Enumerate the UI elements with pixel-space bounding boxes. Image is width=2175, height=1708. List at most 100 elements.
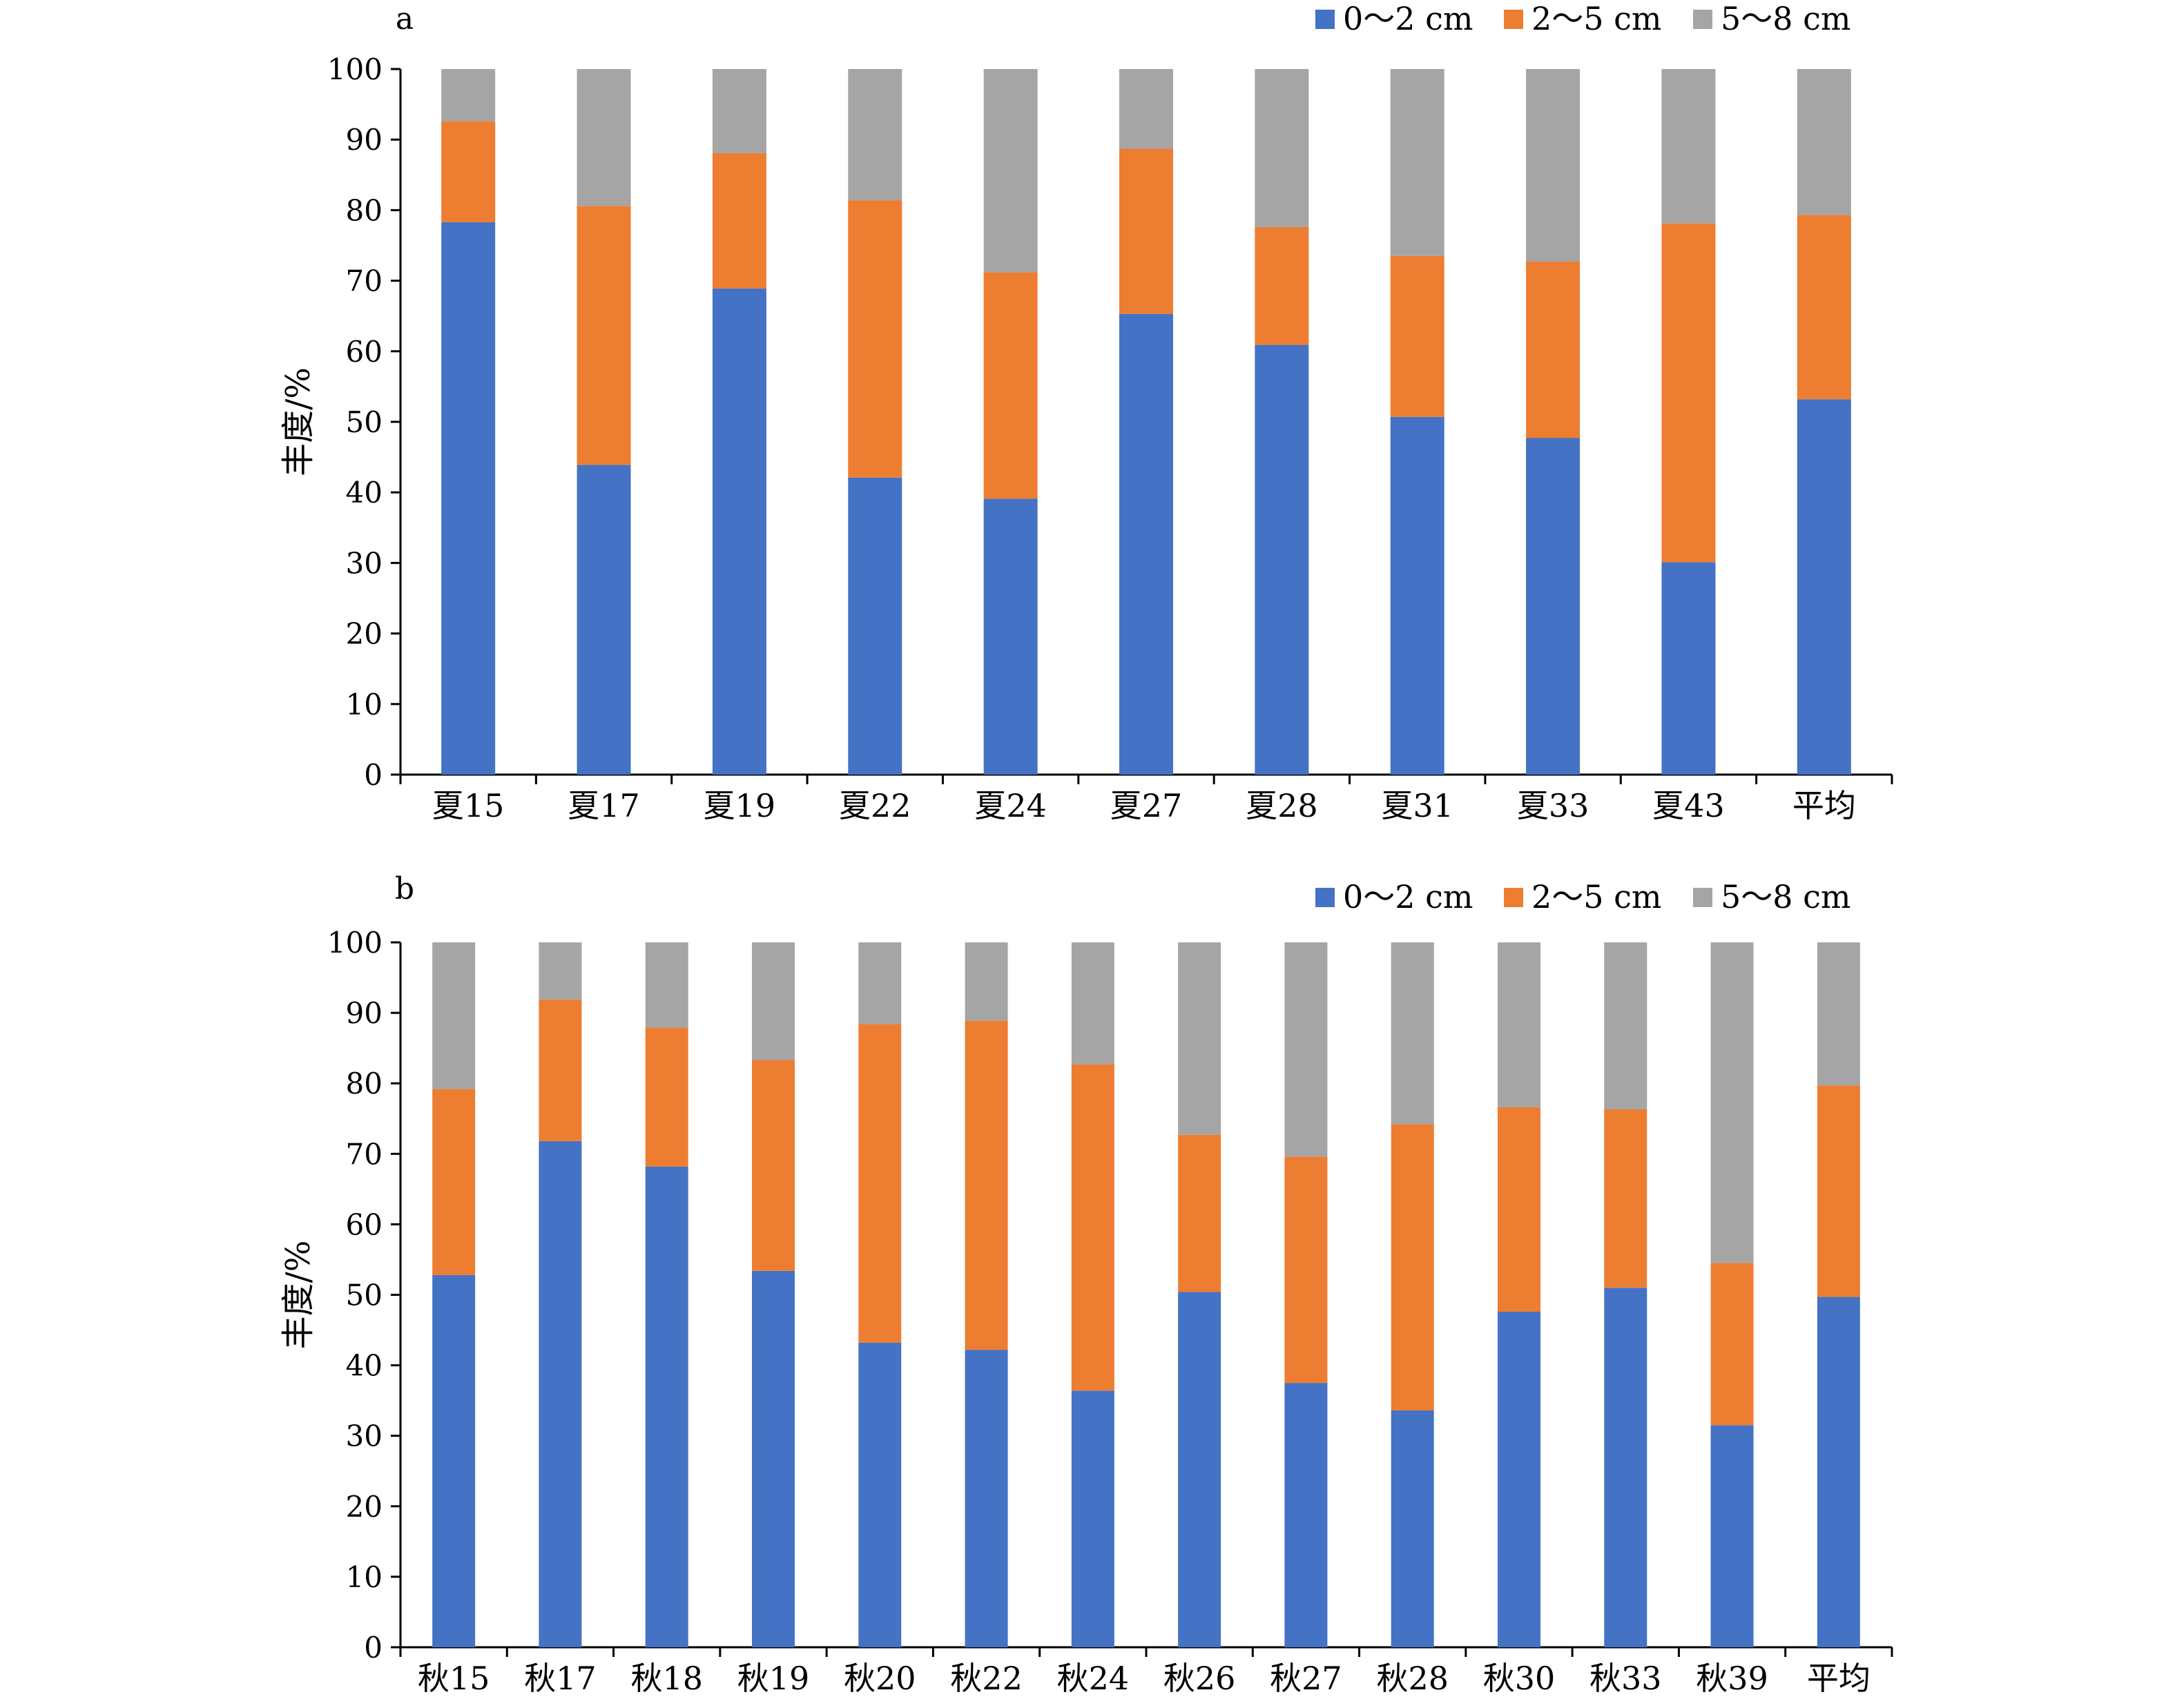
x-category-label: 夏15: [432, 787, 505, 824]
bar-segment: [1710, 1263, 1754, 1426]
bar-segment: [1119, 69, 1173, 149]
legend-label: 2～5 cm: [1531, 878, 1662, 915]
bar-segment: [965, 1350, 1008, 1647]
bar-segment: [1255, 226, 1309, 345]
panel-label: b: [395, 871, 414, 906]
bar-segment: [539, 942, 582, 1000]
x-category-label: 夏27: [1110, 787, 1183, 824]
bar-segment: [1797, 399, 1851, 775]
bar-segment: [848, 200, 902, 478]
bar-segment: [1255, 344, 1309, 775]
y-tick-label: 10: [346, 1560, 383, 1594]
y-tick-label: 100: [327, 926, 383, 960]
y-axis-title: 丰度/%: [279, 367, 318, 476]
bar-segment: [983, 272, 1038, 499]
bar-segment: [752, 1060, 795, 1271]
bar-segment: [441, 121, 496, 222]
x-category-label: 夏24: [974, 787, 1047, 824]
bar-segment: [858, 1024, 902, 1343]
bar-segment: [712, 153, 766, 289]
bar-segment: [858, 942, 902, 1025]
bar-segment: [432, 1274, 476, 1647]
bar-segment: [712, 69, 766, 153]
bar-segment: [752, 942, 795, 1060]
y-tick-label: 100: [327, 52, 383, 86]
x-category-label: 夏43: [1652, 787, 1725, 824]
bar-segment: [1391, 1410, 1434, 1647]
x-category-label: 秋27: [1270, 1660, 1342, 1697]
y-tick-label: 20: [346, 1490, 383, 1524]
x-category-label: 平均: [1792, 787, 1856, 824]
y-tick-label: 40: [346, 476, 383, 510]
y-tick-label: 50: [346, 405, 383, 439]
bar-segment: [983, 69, 1038, 273]
legend-swatch: [1315, 10, 1335, 29]
bar-segment: [1604, 942, 1647, 1109]
bar-segment: [1391, 1124, 1434, 1410]
x-category-label: 夏33: [1517, 787, 1589, 824]
y-tick-label: 80: [346, 193, 383, 227]
bar-segment: [1071, 1064, 1114, 1391]
bar-segment: [1797, 215, 1851, 400]
bar-segment: [1119, 148, 1173, 314]
bar-segment: [645, 942, 688, 1028]
x-category-label: 秋15: [418, 1660, 490, 1697]
bar-segment: [432, 1089, 476, 1275]
bar-segment: [858, 1342, 902, 1647]
y-tick-label: 60: [346, 1207, 383, 1241]
chart-panel-a: a 0 10 20 30 40 50 60 70 80 90 100 丰度/% 夏15 夏17 夏19 夏22 夏…: [279, 0, 1893, 824]
x-category-label: 平均: [1807, 1660, 1870, 1697]
bar-segment: [577, 206, 631, 465]
bar-segment: [1284, 942, 1328, 1157]
bar-segment: [1119, 313, 1173, 775]
y-tick-label: 80: [346, 1067, 383, 1100]
bar-segment: [1661, 562, 1716, 775]
chart-panel-b: b 0 10 20 30 40 50 60 70 80 90 100 丰度/% 秋15 秋17 秋18 秋19 秋…: [279, 871, 1893, 1697]
bar-segment: [1817, 942, 1860, 1086]
bar-segment: [432, 942, 476, 1089]
panel-label: a: [396, 1, 414, 37]
legend-swatch: [1315, 888, 1335, 907]
bar-segment: [1498, 1107, 1540, 1312]
y-tick-label: 0: [364, 1631, 383, 1665]
legend-label: 0～2 cm: [1343, 878, 1473, 915]
bar-segment: [1526, 69, 1580, 262]
legend-label: 0～2 cm: [1343, 0, 1473, 37]
x-category-label: 夏17: [568, 787, 640, 824]
bar-segment: [441, 69, 496, 122]
legend-label: 2～5 cm: [1531, 0, 1662, 37]
y-tick-label: 40: [346, 1349, 383, 1383]
bar-segment: [983, 498, 1038, 775]
bar-segment: [1710, 1425, 1754, 1647]
y-tick-label: 60: [346, 335, 383, 369]
y-tick-label: 30: [346, 546, 383, 580]
bar-segment: [1498, 1312, 1540, 1647]
bar-segment: [1284, 1156, 1328, 1384]
bar-segment: [1390, 255, 1444, 417]
x-category-label: 秋30: [1483, 1660, 1556, 1697]
bar-segment: [1661, 223, 1716, 563]
legend-swatch: [1693, 888, 1712, 907]
x-category-label: 秋33: [1589, 1660, 1662, 1697]
bar-segment: [577, 69, 631, 206]
legend-swatch: [1504, 888, 1523, 907]
x-category-label: 秋20: [844, 1660, 916, 1697]
y-tick-label: 0: [364, 758, 383, 792]
bar-segment: [1526, 262, 1580, 438]
bar-segment: [1604, 1288, 1647, 1647]
bar-segment: [752, 1270, 795, 1647]
bar-segment: [1604, 1109, 1647, 1288]
legend-label: 5～8 cm: [1721, 0, 1851, 37]
bar-segment: [441, 222, 496, 775]
bar-segment: [1391, 942, 1434, 1125]
y-tick-label: 30: [346, 1419, 383, 1453]
y-tick-label: 90: [346, 996, 383, 1030]
bar-segment: [645, 1166, 688, 1647]
bar-segment: [1071, 1390, 1114, 1647]
x-category-label: 秋24: [1057, 1660, 1130, 1697]
y-tick-label: 20: [346, 617, 383, 651]
y-tick-label: 90: [346, 123, 383, 157]
y-tick-label: 70: [346, 1137, 383, 1171]
bar-segment: [712, 288, 766, 775]
